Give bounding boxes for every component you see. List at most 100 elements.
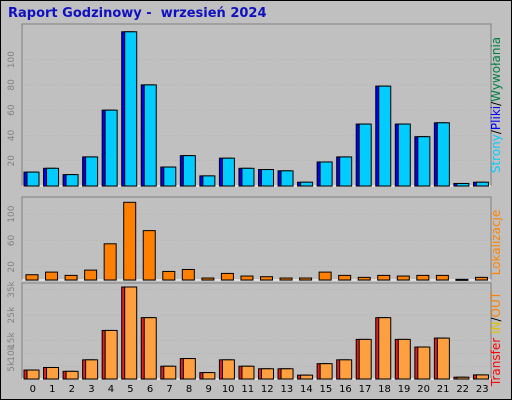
bar-transfer-out-3 bbox=[85, 359, 99, 380]
bar-visits-21 bbox=[435, 274, 449, 281]
bar-transfer-out-11 bbox=[241, 365, 255, 380]
transfer-ylabel: Transfer IN/OUT bbox=[489, 291, 503, 387]
bar-pages-6 bbox=[143, 84, 157, 187]
bar-pages-9 bbox=[202, 175, 216, 187]
bar-visits-4 bbox=[103, 243, 117, 281]
transfer-ylabel-part-2: IN bbox=[489, 322, 503, 335]
x-tick-20: 20 bbox=[417, 384, 430, 395]
bar-pages-7 bbox=[163, 166, 177, 187]
bar-pages-0 bbox=[26, 171, 40, 187]
x-tick-1: 1 bbox=[49, 384, 55, 395]
x-tick-0: 0 bbox=[30, 384, 36, 395]
x-tick-15: 15 bbox=[320, 384, 333, 395]
transfer-tick-2: 15k bbox=[7, 332, 17, 349]
bar-visits-18 bbox=[377, 274, 391, 281]
x-tick-8: 8 bbox=[186, 384, 192, 395]
bar-pages-22 bbox=[456, 182, 470, 187]
bar-pages-5 bbox=[124, 31, 138, 187]
bar-transfer-out-20 bbox=[417, 346, 431, 380]
bar-transfer-out-19 bbox=[397, 338, 411, 380]
bar-pages-20 bbox=[417, 136, 431, 187]
requests-ylabel-part-4: Wywołania bbox=[489, 37, 503, 102]
visits-panel bbox=[21, 196, 492, 281]
transfer-ylabel-part-0: Transfer bbox=[489, 338, 503, 387]
bar-visits-5 bbox=[123, 201, 137, 281]
bar-pages-17 bbox=[358, 123, 372, 187]
x-tick-7: 7 bbox=[166, 384, 172, 395]
x-tick-5: 5 bbox=[127, 384, 133, 395]
bar-transfer-out-15 bbox=[319, 363, 333, 380]
bar-pages-18 bbox=[378, 85, 392, 187]
bar-transfer-out-9 bbox=[202, 372, 216, 380]
bar-visits-19 bbox=[396, 275, 410, 281]
bar-visits-14 bbox=[299, 277, 313, 281]
requests-tick-1: 40 bbox=[7, 129, 17, 141]
bar-pages-8 bbox=[182, 155, 196, 187]
visits-tick-1: 60 bbox=[7, 235, 17, 247]
x-tick-13: 13 bbox=[280, 384, 293, 395]
bar-visits-17 bbox=[357, 276, 371, 281]
bar-pages-15 bbox=[319, 161, 333, 187]
x-tick-4: 4 bbox=[108, 384, 114, 395]
x-tick-19: 19 bbox=[398, 384, 411, 395]
bar-visits-12 bbox=[260, 276, 273, 281]
x-tick-17: 17 bbox=[359, 384, 372, 395]
requests-tick-4: 100 bbox=[7, 51, 17, 68]
transfer-ylabel-part-3: / bbox=[489, 317, 503, 322]
bar-pages-16 bbox=[339, 156, 353, 187]
requests-tick-2: 60 bbox=[7, 104, 17, 116]
bar-pages-1 bbox=[46, 167, 60, 187]
bar-visits-11 bbox=[240, 275, 254, 281]
bar-transfer-out-13 bbox=[280, 368, 294, 380]
bar-transfer-out-0 bbox=[26, 369, 40, 380]
bar-visits-9 bbox=[201, 277, 215, 281]
bar-visits-22 bbox=[455, 278, 469, 281]
x-tick-3: 3 bbox=[88, 384, 94, 395]
x-tick-12: 12 bbox=[261, 384, 274, 395]
bar-transfer-out-21 bbox=[436, 337, 450, 380]
bar-visits-1 bbox=[45, 271, 59, 281]
transfer-tick-0: 5k bbox=[7, 360, 17, 372]
transfer-tick-3: 25k bbox=[7, 306, 17, 323]
requests-ylabel-part-0: Strony bbox=[489, 134, 503, 173]
bar-transfer-out-4 bbox=[104, 329, 118, 380]
requests-tick-0: 20 bbox=[7, 155, 17, 167]
bar-visits-6 bbox=[142, 230, 156, 281]
bar-transfer-out-5 bbox=[124, 286, 138, 380]
x-tick-21: 21 bbox=[437, 384, 450, 395]
bar-visits-20 bbox=[416, 274, 430, 281]
bar-transfer-out-2 bbox=[65, 370, 79, 380]
x-tick-16: 16 bbox=[339, 384, 352, 395]
requests-ylabel-part-3: / bbox=[489, 101, 503, 106]
bar-transfer-out-22 bbox=[456, 376, 470, 380]
transfer-tick-1: 10k bbox=[7, 344, 17, 361]
bar-transfer-out-14 bbox=[300, 374, 314, 380]
bar-pages-21 bbox=[436, 122, 450, 187]
bar-visits-3 bbox=[84, 269, 98, 281]
bar-transfer-out-12 bbox=[261, 368, 274, 380]
chart-title: Raport Godzinowy - wrzesień 2024 bbox=[8, 6, 267, 21]
requests-ylabel-part-1: / bbox=[489, 129, 503, 134]
bar-pages-19 bbox=[397, 123, 411, 187]
x-tick-10: 10 bbox=[222, 384, 235, 395]
visits-ylabel: Lokalizacje bbox=[489, 210, 503, 276]
bar-pages-14 bbox=[300, 181, 314, 187]
bar-visits-0 bbox=[25, 274, 39, 281]
x-tick-9: 9 bbox=[205, 384, 211, 395]
x-tick-23: 23 bbox=[476, 384, 489, 395]
bar-pages-23 bbox=[475, 181, 489, 187]
bar-transfer-out-10 bbox=[221, 359, 235, 380]
bar-pages-13 bbox=[280, 170, 294, 187]
requests-ylabel: Strony/Pliki/Wywołania bbox=[489, 37, 503, 173]
visits-ylabel-part-0: Lokalizacje bbox=[489, 210, 503, 276]
requests-tick-3: 80 bbox=[7, 79, 17, 91]
bar-pages-11 bbox=[241, 167, 255, 187]
x-tick-18: 18 bbox=[378, 384, 391, 395]
transfer-tick-4: 35k bbox=[7, 280, 17, 297]
bar-pages-12 bbox=[261, 169, 274, 187]
bar-pages-10 bbox=[221, 157, 235, 187]
bar-pages-4 bbox=[104, 109, 118, 187]
visits-tick-0: 20 bbox=[7, 261, 17, 273]
requests-ylabel-part-2: Pliki bbox=[489, 106, 503, 130]
